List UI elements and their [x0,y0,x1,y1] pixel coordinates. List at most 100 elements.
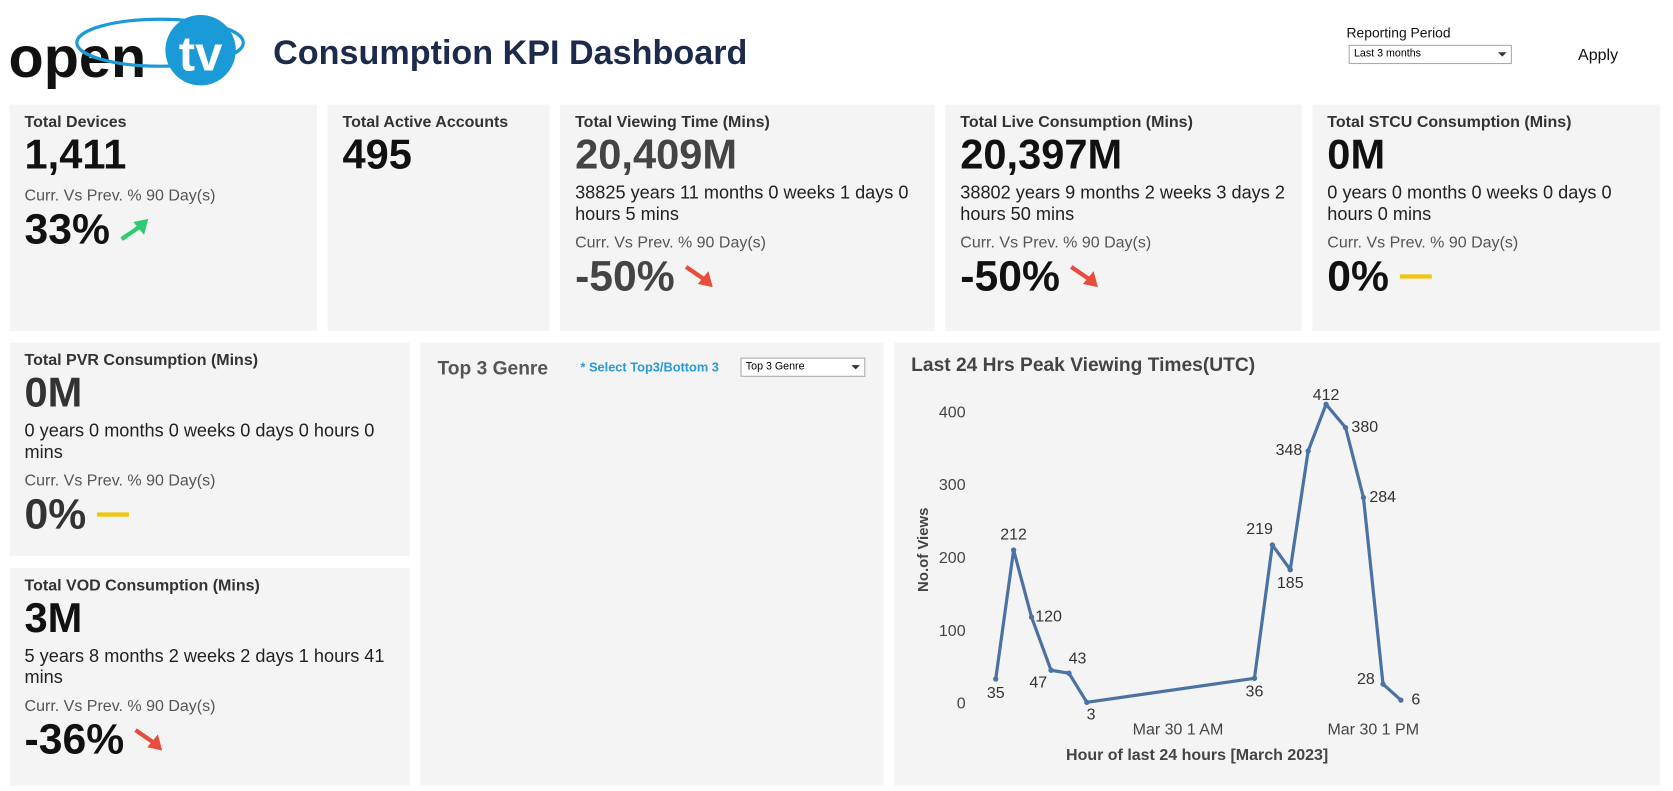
data-label: 284 [1369,489,1396,506]
kpi-title: Total Viewing Time (Mins) [575,113,770,132]
point [1084,699,1090,705]
kpi-change-row: 33% [25,205,302,254]
kpi-change: -50% [960,252,1060,300]
apply-button[interactable]: Apply [1578,45,1619,65]
trend-icon [120,218,149,241]
point [1010,547,1017,553]
genre-title: Top 3 Genre [437,357,549,379]
period-label: Reporting Period [1346,24,1451,41]
kpi-title: Total VOD Consumption (Mins) [24,576,260,595]
period-dropdown[interactable]: Last 3 months [1348,44,1512,65]
kpi-panel: Total VOD Consumption (Mins) 3M 5 years 8 … [9,567,410,786]
data-label: 212 [1000,526,1027,543]
kpi-panel: Total PVR Consumption (Mins) 0M 0 years 0 … [9,342,410,557]
trend-icon [685,265,714,288]
kpi-title: Total Active Accounts [342,113,509,132]
kpi-panel: Total Devices 1,411 Curr. Vs Prev. % 90 Da… [9,104,317,331]
line [994,402,1402,704]
y-axis-title: No.of Views [915,508,932,592]
data-label: 43 [1069,651,1087,668]
dashboard-title: Consumption KPI Dashboard [273,33,748,72]
data-label: 219 [1246,521,1273,538]
kpi-panel: Total Live Consumption (Mins) 20,397M 3880… [945,104,1302,331]
kpi-change-row: -50% [960,252,1286,301]
data-label: 36 [1246,683,1264,700]
data-label: 185 [1277,575,1304,592]
point [1398,697,1404,703]
point [1380,681,1386,687]
kpi-title: Total Live Consumption (Mins) [960,113,1193,132]
kpi-change-row: -50% [575,252,920,301]
kpi-value: 3M [24,595,83,642]
kpi-panel: Total Active Accounts 495 [327,104,550,331]
trend-bar [1399,274,1432,279]
kpi-value: 0M [1327,132,1386,179]
data-label: 348 [1276,442,1303,459]
genre-panel: Top 3 Genre * Select Top3/Bottom 3 Top 3… [420,342,884,786]
point [1048,667,1054,673]
kpi-change: -36% [24,716,125,764]
kpi-change-label: Curr. Vs Prev. % 90 Day(s) [24,471,216,490]
point [1028,614,1035,620]
kpi-value: 20,397M [960,132,1123,179]
data-label: 120 [1035,608,1062,625]
trend-head [1083,271,1099,288]
logo-circle [165,14,236,86]
y-tick-label: 300 [939,477,966,494]
kpi-value: 1,411 [24,132,127,179]
data-label: 47 [1029,674,1047,691]
logo-open: open [9,26,147,90]
kpi-change-row: 0% [25,490,395,539]
data-label: 28 [1357,671,1375,688]
y-tick-label: 400 [939,404,966,421]
kpi-change-row: 0% [1327,252,1645,301]
kpi-change: -50% [575,252,675,300]
kpi-duration: 38825 years 11 months 0 weeks 1 days 0 h… [575,182,909,225]
genre-dropdown[interactable]: Top 3 Genre [740,357,866,377]
kpi-value: 20,409M [575,132,738,179]
x-axis-title: Hour of last 24 hours [March 2023] [1066,747,1328,764]
logo-tv: tv [179,27,223,81]
kpi-duration: 38802 years 9 months 2 weeks 3 days 2 ho… [960,182,1285,225]
kpi-change: 0% [24,491,87,539]
trend-icon [1399,274,1432,279]
data-label: 412 [1313,387,1340,404]
point [1305,448,1311,454]
chart-title: Last 24 Hrs Peak Viewing Times(UTC) [911,355,1255,376]
kpi-duration: 5 years 8 months 2 weeks 2 days 1 hours … [24,645,385,688]
data-label: 3 [1087,706,1096,723]
trend-icon [96,512,129,517]
trend-icon [134,728,163,751]
kpi-title: Total Devices [24,113,127,132]
kpi-change: 33% [24,206,110,253]
data-label: 35 [987,685,1005,702]
kpi-title: Total PVR Consumption (Mins) [24,351,259,370]
point [1066,670,1072,676]
chart: Last 24 Hrs Peak Viewing Times(UTC) No.o… [911,355,1420,764]
point [1287,567,1293,573]
kpi-change-label: Curr. Vs Prev. % 90 Day(s) [575,233,767,252]
kpi-change-label: Curr. Vs Prev. % 90 Day(s) [1327,233,1519,252]
kpi-change-row: -36% [25,715,395,764]
kpi-panel: Total Viewing Time (Mins) 20,409M 38825 ye… [560,104,935,331]
x-tick-label: Mar 30 1 PM [1327,721,1419,738]
point [1323,401,1329,408]
data-label: 380 [1351,419,1378,436]
y-tick-label: 0 [957,696,966,713]
kpi-panel: Total STCU Consumption (Mins) 0M 0 years 0… [1312,104,1661,331]
trend-bar [96,512,129,517]
logo-swoosh [75,17,245,68]
kpi-change-label: Curr. Vs Prev. % 90 Day(s) [24,186,216,205]
genre-hint: * Select Top3/Bottom 3 [580,359,719,375]
kpi-change: 0% [1327,252,1389,300]
trend-head [147,734,163,751]
kpi-title: Total STCU Consumption (Mins) [1327,113,1572,132]
y-tick-label: 100 [939,623,966,640]
kpi-change-label: Curr. Vs Prev. % 90 Day(s) [24,697,216,716]
point [1251,675,1258,681]
point [1360,494,1367,501]
data-label: 6 [1411,691,1420,708]
chart-panel: Last 24 Hrs Peak Viewing Times(UTC) No.o… [894,342,1661,786]
kpi-value: 495 [342,132,412,179]
